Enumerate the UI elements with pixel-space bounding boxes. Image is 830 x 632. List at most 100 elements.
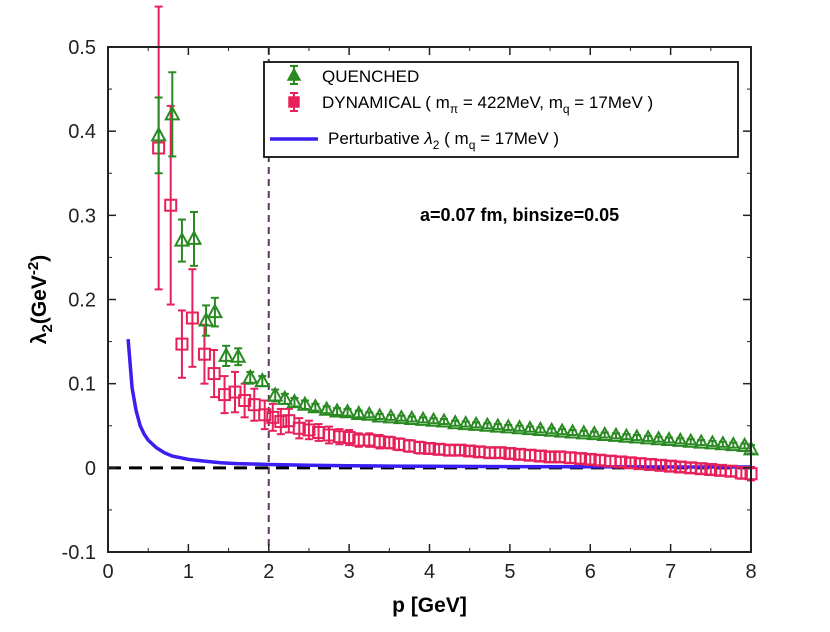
quenched-point xyxy=(521,420,539,436)
y-tick-label: 0.2 xyxy=(68,290,96,312)
legend-dynamical-suffix: = 17MeV ) xyxy=(570,93,654,112)
legend-dynamical: DYNAMICAL ( mπ = 422MeV, mq = 17MeV ) xyxy=(288,92,653,116)
dynamical-point xyxy=(533,449,547,463)
x-tick-label: 0 xyxy=(102,561,113,583)
dynamical-point xyxy=(238,394,252,407)
quenched-point xyxy=(660,430,678,447)
dynamical-point xyxy=(463,444,477,458)
x-tick-label: 3 xyxy=(344,561,355,583)
quenched-point xyxy=(414,410,432,426)
y-tick-label: 0.1 xyxy=(68,374,96,396)
dynamical-point xyxy=(503,447,517,461)
dynamical-point xyxy=(734,466,748,480)
quenched-point xyxy=(150,126,167,142)
dynamical-point xyxy=(258,408,272,422)
quenched-point xyxy=(371,407,388,423)
quenched-point xyxy=(217,346,235,362)
legend-perturbative-mid: ( m xyxy=(439,129,468,148)
dynamical-point xyxy=(543,450,557,464)
quenched-point xyxy=(489,417,506,433)
quenched-point xyxy=(532,420,549,436)
quenched-point xyxy=(543,421,560,437)
quenched-point xyxy=(672,431,689,447)
quenched-point xyxy=(479,416,496,432)
dynamical-point xyxy=(704,463,718,477)
quenched-point xyxy=(511,419,528,435)
dynamical-point xyxy=(583,452,597,466)
legend-dynamical-prefix: DYNAMICAL ( m xyxy=(322,93,450,112)
legend-dynamical-sub1: π xyxy=(450,102,458,116)
quenched-point xyxy=(361,405,378,421)
y-tick-label: 0.3 xyxy=(68,205,96,227)
x-tick-label: 1 xyxy=(183,561,194,583)
series-quenched xyxy=(150,71,760,456)
quenched-point xyxy=(328,402,346,418)
dynamical-point xyxy=(302,423,316,437)
legend: QUENCHED DYNAMICAL ( mπ = 422MeV, mq = 1… xyxy=(263,61,739,158)
quenched-point xyxy=(704,434,721,450)
x-tick-label: 2 xyxy=(263,561,274,583)
y-axis-title: λ2(GeV-2) xyxy=(25,255,56,344)
quenched-point xyxy=(242,368,259,384)
dynamical-point xyxy=(694,462,708,476)
legend-quenched-label: QUENCHED xyxy=(322,67,419,86)
y-tick-label: -0.1 xyxy=(62,542,96,564)
legend-perturbative-prefix: Perturbative xyxy=(328,129,424,148)
dynamical-point xyxy=(228,385,242,399)
quenched-point xyxy=(296,395,314,411)
quenched-point xyxy=(230,347,247,363)
dynamical-point xyxy=(274,415,288,429)
dynamical-point xyxy=(373,435,387,449)
quenched-point xyxy=(457,414,474,431)
quenched-point xyxy=(435,412,453,428)
y-axis-title-unit: (GeV xyxy=(28,275,51,324)
quenched-point xyxy=(447,414,464,430)
dynamical-point xyxy=(185,311,199,325)
y-tick-label: 0.4 xyxy=(68,121,96,143)
dynamical-point xyxy=(247,398,261,412)
x-tick-label: 7 xyxy=(665,561,676,583)
dynamical-point xyxy=(423,441,436,455)
dynamical-point xyxy=(207,367,221,381)
y-tick-label: 0 xyxy=(85,458,96,480)
legend-dynamical-marker xyxy=(288,96,300,108)
quenched-point xyxy=(164,105,181,121)
x-tick-label: 5 xyxy=(504,561,515,583)
quenched-point xyxy=(596,425,613,442)
x-tick-label: 6 xyxy=(585,561,596,583)
x-tick-label: 8 xyxy=(745,561,756,583)
quenched-point xyxy=(393,409,410,425)
quenched-point xyxy=(692,433,710,449)
legend-dynamical-label: DYNAMICAL ( mπ = 422MeV, mq = 17MeV ) xyxy=(322,93,653,116)
dynamical-point xyxy=(623,456,637,470)
quenched-point xyxy=(276,389,294,405)
quenched-point xyxy=(607,426,625,442)
quenched-point xyxy=(173,231,191,247)
legend-quenched-marker xyxy=(286,67,302,81)
quenched-point xyxy=(618,427,635,443)
x-tick-label: 4 xyxy=(424,561,435,583)
legend-dynamical-sub2: q xyxy=(563,102,570,116)
quenched-point xyxy=(500,418,517,434)
quenched-point xyxy=(425,411,442,427)
dynamical-point xyxy=(664,459,678,473)
dynamical-point xyxy=(654,458,668,472)
legend-perturbative-suffix: = 17MeV ) xyxy=(475,129,559,148)
quenched-point xyxy=(586,425,603,441)
legend-dynamical-mid: = 422MeV, m xyxy=(458,93,563,112)
quenched-point xyxy=(553,422,571,438)
y-axis-title-exp: -2 xyxy=(25,262,42,275)
quenched-point xyxy=(254,372,271,388)
legend-perturbative-lambda: λ xyxy=(423,129,432,148)
dynamical-point xyxy=(493,446,507,460)
dynamical-point xyxy=(382,436,396,450)
y-axis-title-sub: 2 xyxy=(39,324,56,332)
quenched-point xyxy=(467,415,485,431)
quenched-point xyxy=(682,432,699,448)
quenched-point xyxy=(350,404,367,420)
quenched-point xyxy=(197,311,215,327)
quenched-point xyxy=(714,435,732,451)
perturbative-curve xyxy=(126,338,751,469)
series-dynamical xyxy=(152,5,758,482)
